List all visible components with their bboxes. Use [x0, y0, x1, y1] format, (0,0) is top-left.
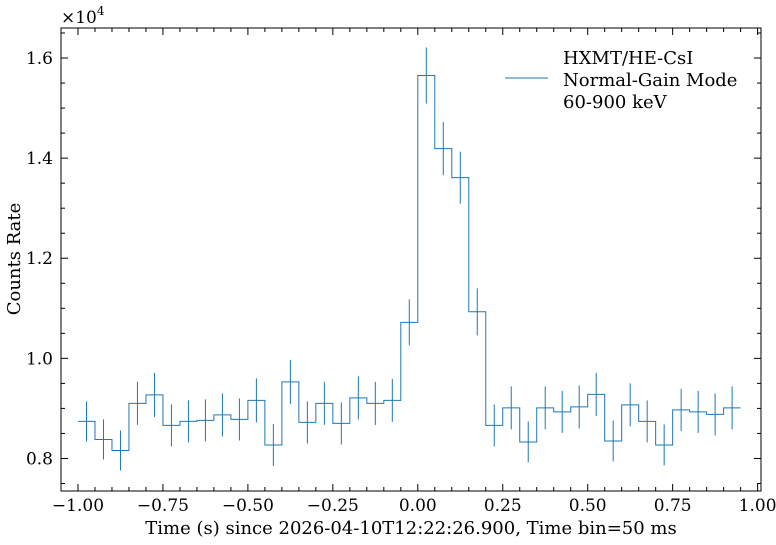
x-tick-label: −1.00 — [52, 496, 104, 516]
legend-line-3: 60-900 keV — [563, 92, 668, 113]
plot-frame — [60, 27, 762, 492]
x-tick-labels: −1.00 −0.75 −0.50 −0.25 0.00 0.25 0.50 0.75 1.00 — [52, 496, 776, 516]
x-tick-label: 0.00 — [399, 496, 437, 516]
x-tick-label: 0.75 — [654, 496, 692, 516]
y-tick-label: 1.6 — [26, 49, 53, 69]
x-tick-label: 1.00 — [739, 496, 776, 516]
legend-line-2: Normal-Gain Mode — [563, 70, 737, 91]
y-tick-label: 1.0 — [26, 349, 53, 369]
x-axis-label: Time (s) since 2026-04-10T12:22:26.900, … — [145, 518, 677, 539]
y-tick-label: 1.2 — [26, 249, 53, 269]
y-tick-label: 1.4 — [26, 149, 53, 169]
x-tick-label: 0.50 — [569, 496, 607, 516]
series-layer — [77, 47, 741, 471]
y-axis-label: Counts Rate — [4, 203, 25, 316]
y-multiplier: ×104 — [61, 4, 105, 28]
legend: HXMT/HE-CsI Normal-Gain Mode 60-900 keV — [505, 48, 737, 113]
x-tick-label: 0.25 — [484, 496, 522, 516]
x-tick-label: −0.50 — [222, 496, 274, 516]
x-tick-label: −0.75 — [137, 496, 189, 516]
y-tick-label: 0.8 — [26, 449, 53, 469]
y-tick-labels: 0.8 1.0 1.2 1.4 1.6 — [26, 49, 53, 469]
legend-line-1: HXMT/HE-CsI — [563, 48, 693, 69]
ticks-layer — [61, 28, 761, 491]
x-tick-label: −0.25 — [307, 496, 359, 516]
